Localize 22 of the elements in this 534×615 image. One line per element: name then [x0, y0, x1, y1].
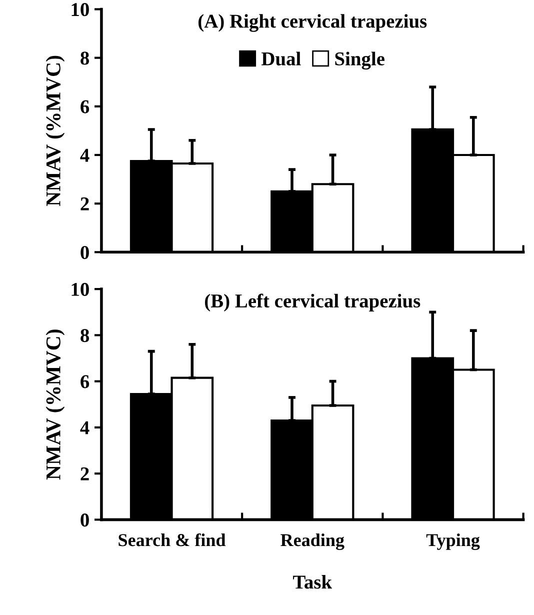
legend-label: Dual: [262, 52, 301, 66]
y-tick-label: 0: [80, 246, 89, 260]
y-tick-label: 10: [72, 3, 89, 16]
y-tick-label: 4: [80, 148, 90, 162]
y-tick-label: 8: [80, 328, 90, 342]
legend-label: Single: [335, 52, 384, 70]
y-tick-label: 0: [80, 513, 89, 527]
x-tick-label: Typing: [426, 534, 480, 550]
y-tick-label: 8: [80, 52, 90, 65]
y-tick-label: 10: [72, 282, 89, 296]
x-axis-title: Task: [293, 575, 332, 589]
y-axis-title: NMAV (%MVC): [46, 56, 65, 206]
chart-title: (B) Left cervical trapezius: [204, 294, 420, 312]
y-tick-label: 6: [80, 375, 90, 388]
y-axis-title: NMAV (%MVC): [46, 330, 65, 480]
y-tick-label: 6: [80, 100, 90, 114]
y-tick-label: 4: [80, 421, 90, 434]
y-tick-label: 2: [80, 467, 89, 480]
x-tick-label: Search & find: [118, 533, 226, 546]
chart-title: (A) Right cervical trapezius: [198, 14, 427, 32]
y-tick-label: 2: [80, 197, 89, 210]
x-tick-label: Reading: [280, 534, 344, 550]
